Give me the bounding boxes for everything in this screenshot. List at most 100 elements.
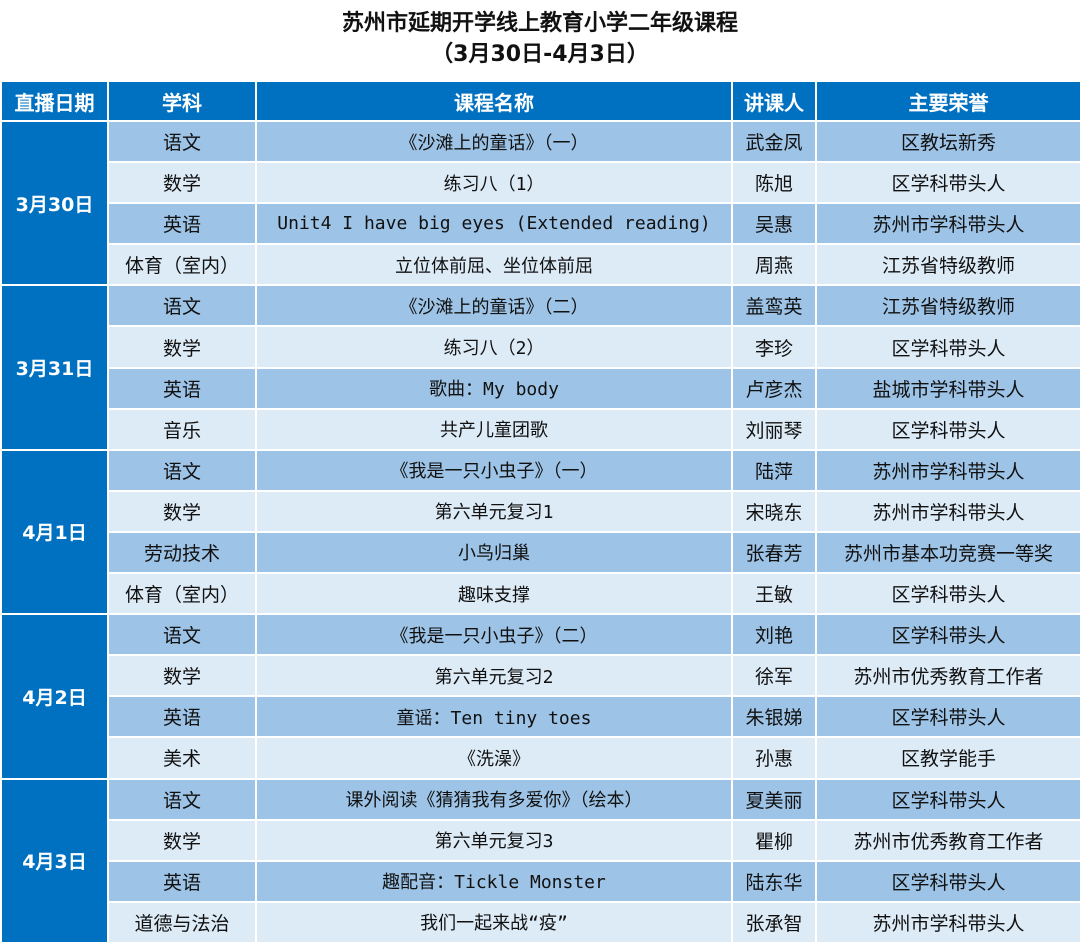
table-row: 数学 第六单元复习1 宋晓东 苏州市学科带头人 bbox=[1, 489, 1080, 533]
header-row: 直播日期 学科 课程名称 讲课人 主要荣誉 bbox=[0, 80, 1080, 122]
teacher-cell: 王敏 bbox=[731, 572, 817, 616]
teacher-cell: 徐军 bbox=[731, 654, 817, 698]
course-cell: 趣味支撑 bbox=[255, 572, 733, 616]
table-row: 英语 歌曲：My body 卢彦杰 盐城市学科带头人 bbox=[1, 366, 1080, 410]
subject-cell: 语文 bbox=[107, 119, 257, 164]
subject-cell: 语文 bbox=[107, 284, 257, 328]
honor-cell: 区教坛新秀 bbox=[815, 119, 1080, 164]
table-row: 道德与法治 我们一起来战“疫” 张承智 苏州市学科带头人 bbox=[1, 900, 1080, 944]
honor-cell: 区学科带头人 bbox=[815, 572, 1080, 616]
teacher-cell: 卢彦杰 bbox=[731, 366, 817, 410]
date-cell: 3月31日 bbox=[0, 284, 109, 451]
teacher-cell: 陆萍 bbox=[731, 448, 817, 492]
honor-cell: 区学科带头人 bbox=[815, 161, 1080, 205]
header-honor: 主要荣誉 bbox=[815, 80, 1080, 122]
teacher-cell: 瞿柳 bbox=[731, 818, 817, 862]
teacher-cell: 周燕 bbox=[731, 243, 817, 287]
subject-cell: 数学 bbox=[107, 161, 257, 205]
honor-cell: 江苏省特级教师 bbox=[815, 284, 1080, 328]
honor-cell: 苏州市学科带头人 bbox=[815, 448, 1080, 492]
page-title: 苏州市延期开学线上教育小学二年级课程 （3月30日-4月3日） bbox=[0, 0, 1080, 80]
table-row: 3月30日 语文 《沙滩上的童话》（一） 武金凤 区教坛新秀 bbox=[0, 119, 1080, 287]
table-row: 数学 练习八（1） 陈旭 区学科带头人 bbox=[1, 161, 1080, 205]
subject-cell: 美术 bbox=[107, 736, 257, 780]
table-row: 数学 第六单元复习2 徐军 苏州市优秀教育工作者 bbox=[1, 654, 1080, 698]
teacher-cell: 陆东华 bbox=[731, 859, 817, 903]
table-row: 美术 《洗澡》 孙惠 区教学能手 bbox=[1, 736, 1080, 780]
subject-cell: 体育（室内） bbox=[107, 243, 257, 287]
honor-cell: 区学科带头人 bbox=[815, 325, 1080, 369]
course-cell: 课外阅读《猜猜我有多爱你》（绘本） bbox=[255, 777, 733, 821]
header-date: 直播日期 bbox=[0, 80, 109, 122]
course-cell: 《洗澡》 bbox=[255, 736, 733, 780]
honor-cell: 江苏省特级教师 bbox=[815, 243, 1080, 287]
subject-cell: 语文 bbox=[107, 777, 257, 821]
course-cell: 第六单元复习1 bbox=[255, 489, 733, 533]
table-row: 劳动技术 小鸟归巢 张春芳 苏州市基本功竞赛一等奖 bbox=[1, 530, 1080, 575]
table-row: 体育（室内） 趣味支撑 王敏 区学科带头人 bbox=[1, 572, 1080, 616]
course-cell: 共产儿童团歌 bbox=[255, 407, 733, 451]
subject-cell: 数学 bbox=[107, 489, 257, 533]
table-row: 数学 练习八（2） 李珍 区学科带头人 bbox=[1, 325, 1080, 369]
honor-cell: 区教学能手 bbox=[815, 736, 1080, 780]
honor-cell: 苏州市学科带头人 bbox=[815, 900, 1080, 944]
course-cell: 《我是一只小虫子》（一） bbox=[255, 448, 733, 492]
course-cell: 《沙滩上的童话》（一） bbox=[255, 119, 733, 164]
subject-cell: 道德与法治 bbox=[107, 900, 257, 944]
honor-cell: 苏州市学科带头人 bbox=[815, 202, 1080, 246]
subject-cell: 英语 bbox=[107, 695, 257, 739]
course-cell: 我们一起来战“疫” bbox=[255, 900, 733, 944]
teacher-cell: 张春芳 bbox=[731, 530, 817, 575]
teacher-cell: 盖鸾英 bbox=[731, 284, 817, 328]
subject-cell: 数学 bbox=[107, 325, 257, 369]
date-cell: 3月30日 bbox=[0, 119, 109, 287]
course-cell: Unit4 I have big eyes (Extended reading) bbox=[255, 202, 733, 246]
teacher-cell: 朱银娣 bbox=[731, 695, 817, 739]
table-row: 英语 趣配音：Tickle Monster 陆东华 区学科带头人 bbox=[1, 859, 1080, 903]
subject-cell: 音乐 bbox=[107, 407, 257, 451]
teacher-cell: 张承智 bbox=[731, 900, 817, 944]
table-row: 音乐 共产儿童团歌 刘丽琴 区学科带头人 bbox=[1, 407, 1080, 451]
teacher-cell: 刘丽琴 bbox=[731, 407, 817, 451]
subject-cell: 数学 bbox=[107, 818, 257, 862]
honor-cell: 苏州市优秀教育工作者 bbox=[815, 654, 1080, 698]
honor-cell: 区学科带头人 bbox=[815, 407, 1080, 451]
course-cell: 第六单元复习2 bbox=[255, 654, 733, 698]
course-cell: 《沙滩上的童话》（二） bbox=[255, 284, 733, 328]
honor-cell: 苏州市学科带头人 bbox=[815, 489, 1080, 533]
subject-cell: 英语 bbox=[107, 366, 257, 410]
course-cell: 练习八（1） bbox=[255, 161, 733, 205]
teacher-cell: 刘艳 bbox=[731, 613, 817, 657]
date-cell: 4月1日 bbox=[0, 448, 109, 616]
course-cell: 小鸟归巢 bbox=[255, 530, 733, 575]
subject-cell: 语文 bbox=[107, 613, 257, 657]
course-cell: 练习八（2） bbox=[255, 325, 733, 369]
course-cell: 童谣：Ten tiny toes bbox=[255, 695, 733, 739]
course-cell: 第六单元复习3 bbox=[255, 818, 733, 862]
honor-cell: 区学科带头人 bbox=[815, 859, 1080, 903]
table-row: 4月3日 语文 课外阅读《猜猜我有多爱你》（绘本） 夏美丽 区学科带头人 bbox=[0, 777, 1080, 944]
teacher-cell: 李珍 bbox=[731, 325, 817, 369]
honor-cell: 区学科带头人 bbox=[815, 613, 1080, 657]
table-row: 4月2日 语文 《我是一只小虫子》（二） 刘艳 区学科带头人 bbox=[0, 613, 1080, 780]
subject-cell: 语文 bbox=[107, 448, 257, 492]
honor-cell: 盐城市学科带头人 bbox=[815, 366, 1080, 410]
subject-cell: 劳动技术 bbox=[107, 530, 257, 575]
header-subject: 学科 bbox=[107, 80, 257, 122]
teacher-cell: 武金凤 bbox=[731, 119, 817, 164]
table-row: 英语 Unit4 I have big eyes (Extended readin… bbox=[1, 202, 1080, 246]
teacher-cell: 宋晓东 bbox=[731, 489, 817, 533]
subject-cell: 体育（室内） bbox=[107, 572, 257, 616]
honor-cell: 区学科带头人 bbox=[815, 695, 1080, 739]
title-line-1: 苏州市延期开学线上教育小学二年级课程 bbox=[341, 11, 738, 36]
header-course: 课程名称 bbox=[255, 80, 733, 122]
date-cell: 4月3日 bbox=[0, 777, 109, 944]
course-cell: 趣配音：Tickle Monster bbox=[255, 859, 733, 903]
course-cell: 歌曲：My body bbox=[255, 366, 733, 410]
course-cell: 《我是一只小虫子》（二） bbox=[255, 613, 733, 657]
table-row: 3月31日 语文 《沙滩上的童话》（二） 盖鸾英 江苏省特级教师 bbox=[0, 284, 1080, 451]
subject-cell: 英语 bbox=[107, 202, 257, 246]
honor-cell: 苏州市基本功竞赛一等奖 bbox=[815, 530, 1080, 575]
header-teacher: 讲课人 bbox=[731, 80, 817, 122]
table-row: 体育（室内） 立位体前屈、坐位体前屈 周燕 江苏省特级教师 bbox=[1, 243, 1080, 287]
